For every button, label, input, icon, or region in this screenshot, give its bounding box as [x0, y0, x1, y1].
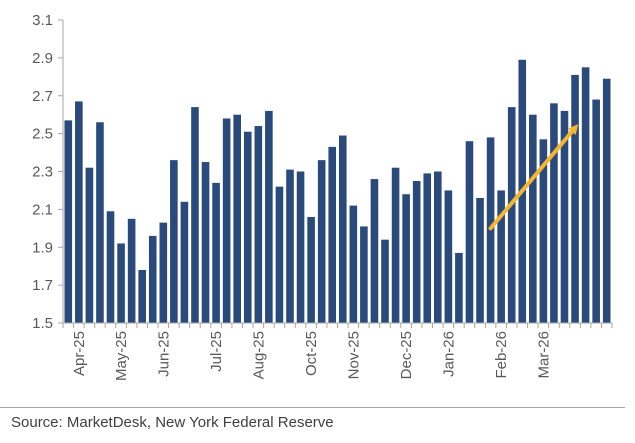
x-tick-label: Jan-26	[440, 331, 457, 377]
bar	[529, 114, 537, 323]
y-axis-ticks: 1.5 1.7 1.9 2.1 2.3 2.5 2.7 2.9 3.1	[32, 12, 63, 332]
y-tick-label: 2.5	[32, 126, 53, 143]
source-divider	[0, 407, 625, 408]
bar	[550, 103, 558, 323]
bar	[465, 141, 474, 323]
bar	[402, 194, 410, 323]
bar	[338, 135, 347, 323]
y-tick-label: 1.9	[32, 239, 53, 256]
bar	[412, 180, 421, 323]
bar	[180, 201, 189, 323]
bar	[243, 131, 252, 323]
bar	[381, 239, 389, 323]
bar	[254, 126, 263, 323]
bar	[191, 107, 199, 323]
bar	[539, 139, 548, 323]
x-tick-label: Mar-26	[535, 331, 552, 379]
bar	[423, 173, 432, 323]
bar	[286, 169, 294, 323]
y-tick-label: 2.3	[32, 164, 53, 181]
x-tick-label: Oct-25	[303, 331, 320, 376]
bar	[434, 171, 442, 323]
y-tick-label: 3.1	[32, 12, 53, 29]
bar	[265, 110, 273, 324]
bar	[307, 216, 315, 323]
x-tick-label: Jun-25	[155, 331, 172, 377]
bar	[85, 167, 94, 323]
bar	[296, 171, 305, 323]
bar	[455, 252, 463, 323]
x-tick-label: Apr-25	[71, 331, 88, 376]
bar	[138, 269, 146, 323]
bars	[64, 59, 611, 324]
bar	[328, 146, 337, 323]
x-axis-labels: Apr-25 May-25 Jun-25 Jul-25 Aug-25 Oct-25 Nov-…	[71, 331, 553, 381]
bar	[592, 99, 600, 323]
bar	[64, 120, 73, 324]
y-tick-label: 1.7	[32, 277, 53, 294]
bar	[581, 67, 590, 323]
bar-chart: 1.5 1.7 1.9 2.1 2.3 2.5 2.7 2.9 3.1 Apr-25 May-25…	[32, 12, 613, 381]
x-axis-ticks	[62, 323, 613, 328]
bar	[212, 182, 220, 323]
bar	[560, 110, 569, 324]
bar	[349, 205, 358, 323]
bar	[507, 107, 516, 323]
x-tick-label: Jul-25	[208, 331, 225, 372]
bar	[360, 226, 368, 323]
bar	[275, 186, 284, 323]
bar	[201, 162, 210, 323]
bar	[602, 78, 611, 324]
bar	[571, 74, 579, 323]
x-tick-label: Aug-25	[250, 331, 267, 379]
bar	[476, 198, 484, 323]
y-tick-label: 2.7	[32, 88, 53, 105]
bar	[370, 179, 379, 323]
y-tick-label: 1.5	[32, 315, 53, 332]
bar	[317, 160, 326, 323]
bar	[106, 211, 115, 323]
bar	[127, 218, 136, 323]
y-tick-label: 2.1	[32, 201, 53, 218]
bar	[233, 114, 241, 323]
bar	[96, 122, 104, 323]
bar	[75, 101, 83, 324]
bar	[159, 222, 168, 323]
bar	[497, 190, 505, 323]
x-tick-label: Dec-25	[398, 331, 415, 379]
bar	[222, 118, 231, 323]
y-tick-label: 2.9	[32, 50, 53, 67]
x-tick-label: Nov-25	[345, 331, 362, 379]
bar	[148, 235, 157, 323]
x-tick-label: Feb-26	[493, 331, 510, 379]
bar	[444, 190, 453, 323]
bar	[170, 160, 178, 323]
x-tick-label: May-25	[113, 331, 130, 381]
bar	[391, 167, 400, 323]
trend-arrow	[488, 124, 579, 231]
source-note: Source: MarketDesk, New York Federal Res…	[11, 414, 334, 431]
bar	[117, 243, 125, 323]
